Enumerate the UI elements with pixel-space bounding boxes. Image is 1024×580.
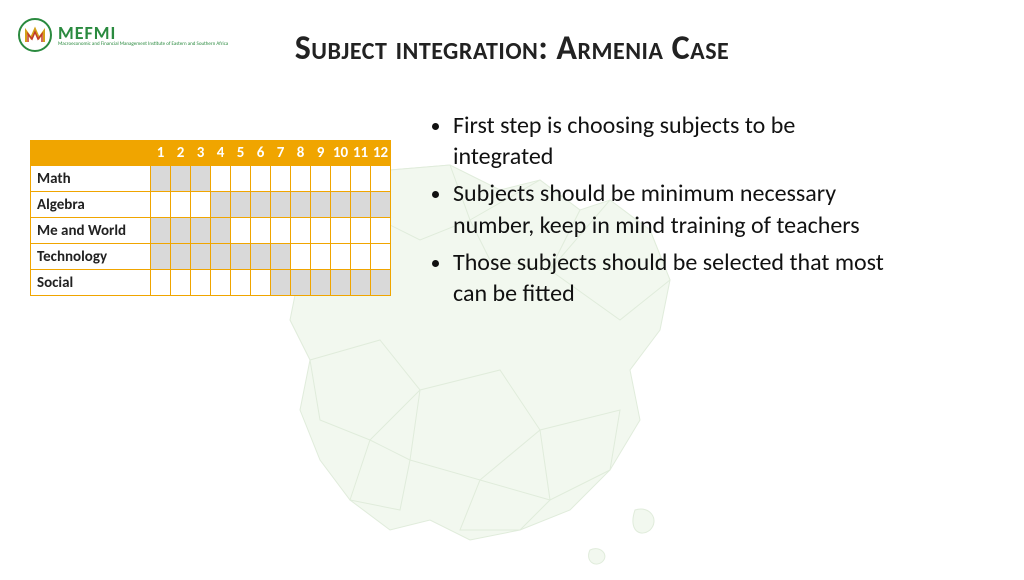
col-header: 6 <box>251 141 271 166</box>
col-header: 1 <box>151 141 171 166</box>
row-label: Social <box>31 270 151 296</box>
row-label: Math <box>31 166 151 192</box>
table-cell <box>371 244 391 270</box>
row-label: Me and World <box>31 218 151 244</box>
table-cell <box>331 218 351 244</box>
table-cell <box>311 270 331 296</box>
table-cell <box>371 218 391 244</box>
col-header: 2 <box>171 141 191 166</box>
table-cell <box>151 244 171 270</box>
table-cell <box>231 166 251 192</box>
table-cell <box>211 270 231 296</box>
table-cell <box>251 166 271 192</box>
table-cell <box>251 218 271 244</box>
table-cell <box>171 244 191 270</box>
row-label: Algebra <box>31 192 151 218</box>
table-cell <box>371 270 391 296</box>
subjects-table: 123456789101112MathAlgebraMe and WorldTe… <box>30 140 391 315</box>
table-cell <box>191 192 211 218</box>
table-cell <box>331 270 351 296</box>
table-cell <box>371 166 391 192</box>
table-cell <box>311 166 331 192</box>
col-header: 7 <box>271 141 291 166</box>
table-cell <box>251 244 271 270</box>
table-row: Math <box>31 166 391 192</box>
table-cell <box>331 244 351 270</box>
table-cell <box>271 244 291 270</box>
table-cell <box>171 218 191 244</box>
table-cell <box>151 166 171 192</box>
bullet-item: First step is choosing subjects to be in… <box>453 110 891 172</box>
table-cell <box>231 244 251 270</box>
col-header: 4 <box>211 141 231 166</box>
table-cell <box>271 270 291 296</box>
table-row: Algebra <box>31 192 391 218</box>
col-header: 9 <box>311 141 331 166</box>
bullet-item: Those subjects should be selected that m… <box>453 247 891 309</box>
table-cell <box>291 244 311 270</box>
table-cell <box>351 218 371 244</box>
table-cell <box>251 192 271 218</box>
table-cell <box>331 192 351 218</box>
table-cell <box>191 244 211 270</box>
table-cell <box>351 192 371 218</box>
table-cell <box>291 218 311 244</box>
table-cell <box>351 166 371 192</box>
table-corner <box>31 141 151 166</box>
bullet-list: First step is choosing subjects to be in… <box>431 110 891 315</box>
table-cell <box>171 166 191 192</box>
table-cell <box>191 218 211 244</box>
table-cell <box>191 270 211 296</box>
table-cell <box>271 166 291 192</box>
table-cell <box>211 244 231 270</box>
table-cell <box>211 192 231 218</box>
table-cell <box>271 192 291 218</box>
col-header: 10 <box>331 141 351 166</box>
table-cell <box>291 192 311 218</box>
table-cell <box>351 244 371 270</box>
table-cell <box>311 192 331 218</box>
table-cell <box>311 218 331 244</box>
table-cell <box>171 192 191 218</box>
table-cell <box>211 218 231 244</box>
table-row: Social <box>31 270 391 296</box>
col-header: 3 <box>191 141 211 166</box>
slide-title: Subject integration: Armenia Case <box>0 28 1024 69</box>
table-cell <box>331 166 351 192</box>
table-cell <box>251 270 271 296</box>
table-cell <box>211 166 231 192</box>
table-cell <box>231 192 251 218</box>
table-cell <box>371 192 391 218</box>
col-header: 5 <box>231 141 251 166</box>
table-cell <box>231 270 251 296</box>
bullet-item: Subjects should be minimum necessary num… <box>453 178 891 240</box>
row-label: Technology <box>31 244 151 270</box>
table-cell <box>151 192 171 218</box>
col-header: 8 <box>291 141 311 166</box>
col-header: 11 <box>351 141 371 166</box>
table-cell <box>291 166 311 192</box>
table-cell <box>171 270 191 296</box>
table-cell <box>291 270 311 296</box>
table-row: Technology <box>31 244 391 270</box>
table-cell <box>271 218 291 244</box>
table-cell <box>231 218 251 244</box>
table-cell <box>151 270 171 296</box>
table-cell <box>151 218 171 244</box>
table-cell <box>311 244 331 270</box>
table-cell <box>351 270 371 296</box>
col-header: 12 <box>371 141 391 166</box>
table-row: Me and World <box>31 218 391 244</box>
table-cell <box>191 166 211 192</box>
